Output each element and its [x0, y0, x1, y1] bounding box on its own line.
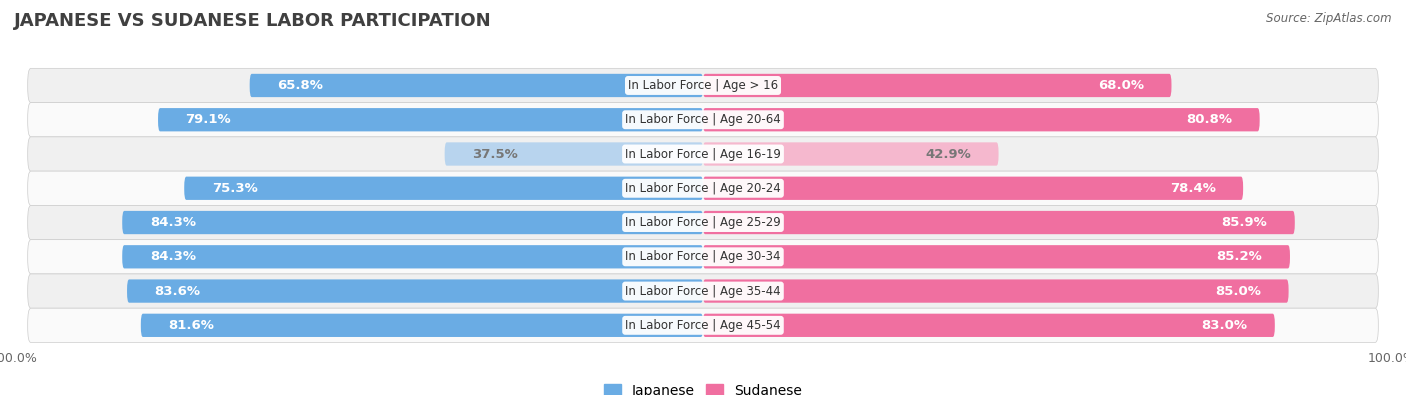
Legend: Japanese, Sudanese: Japanese, Sudanese: [599, 378, 807, 395]
FancyBboxPatch shape: [28, 68, 1378, 103]
FancyBboxPatch shape: [28, 205, 1378, 240]
Text: Source: ZipAtlas.com: Source: ZipAtlas.com: [1267, 12, 1392, 25]
Text: 78.4%: 78.4%: [1170, 182, 1216, 195]
FancyBboxPatch shape: [28, 137, 1378, 171]
Text: 42.9%: 42.9%: [925, 147, 972, 160]
FancyBboxPatch shape: [703, 279, 1289, 303]
Text: In Labor Force | Age 20-64: In Labor Force | Age 20-64: [626, 113, 780, 126]
FancyBboxPatch shape: [127, 279, 703, 303]
FancyBboxPatch shape: [184, 177, 703, 200]
Text: In Labor Force | Age 20-24: In Labor Force | Age 20-24: [626, 182, 780, 195]
FancyBboxPatch shape: [703, 108, 1260, 132]
Text: 79.1%: 79.1%: [186, 113, 231, 126]
FancyBboxPatch shape: [28, 103, 1378, 137]
FancyBboxPatch shape: [703, 211, 1295, 234]
Text: In Labor Force | Age 30-34: In Labor Force | Age 30-34: [626, 250, 780, 263]
FancyBboxPatch shape: [250, 74, 703, 97]
Text: 85.2%: 85.2%: [1216, 250, 1263, 263]
Text: 75.3%: 75.3%: [212, 182, 257, 195]
Text: 80.8%: 80.8%: [1187, 113, 1232, 126]
FancyBboxPatch shape: [28, 240, 1378, 274]
FancyBboxPatch shape: [157, 108, 703, 132]
Text: 85.9%: 85.9%: [1222, 216, 1267, 229]
Text: 84.3%: 84.3%: [150, 216, 195, 229]
Text: 65.8%: 65.8%: [277, 79, 323, 92]
FancyBboxPatch shape: [141, 314, 703, 337]
Text: 85.0%: 85.0%: [1215, 284, 1261, 297]
Text: 84.3%: 84.3%: [150, 250, 195, 263]
FancyBboxPatch shape: [703, 245, 1289, 269]
Text: JAPANESE VS SUDANESE LABOR PARTICIPATION: JAPANESE VS SUDANESE LABOR PARTICIPATION: [14, 12, 492, 30]
Text: 81.6%: 81.6%: [169, 319, 214, 332]
Text: 37.5%: 37.5%: [472, 147, 517, 160]
Text: In Labor Force | Age 45-54: In Labor Force | Age 45-54: [626, 319, 780, 332]
Text: 83.6%: 83.6%: [155, 284, 201, 297]
FancyBboxPatch shape: [703, 177, 1243, 200]
Text: 68.0%: 68.0%: [1098, 79, 1144, 92]
FancyBboxPatch shape: [28, 171, 1378, 205]
Text: In Labor Force | Age 16-19: In Labor Force | Age 16-19: [626, 147, 780, 160]
FancyBboxPatch shape: [703, 74, 1171, 97]
FancyBboxPatch shape: [122, 211, 703, 234]
FancyBboxPatch shape: [703, 314, 1275, 337]
FancyBboxPatch shape: [28, 274, 1378, 308]
Text: In Labor Force | Age > 16: In Labor Force | Age > 16: [628, 79, 778, 92]
FancyBboxPatch shape: [28, 308, 1378, 342]
FancyBboxPatch shape: [122, 245, 703, 269]
Text: 83.0%: 83.0%: [1201, 319, 1247, 332]
FancyBboxPatch shape: [703, 142, 998, 166]
Text: In Labor Force | Age 35-44: In Labor Force | Age 35-44: [626, 284, 780, 297]
FancyBboxPatch shape: [444, 142, 703, 166]
Text: In Labor Force | Age 25-29: In Labor Force | Age 25-29: [626, 216, 780, 229]
